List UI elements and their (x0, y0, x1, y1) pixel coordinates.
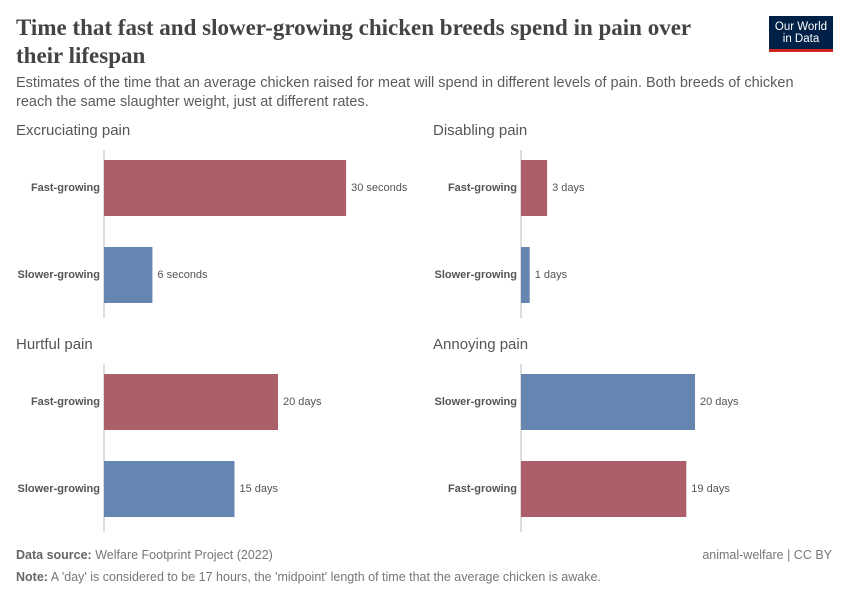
panel-title: Hurtful pain (16, 336, 93, 353)
bar (521, 247, 530, 303)
title: Time that fast and slower-growing chicke… (16, 15, 691, 68)
source-text: Welfare Footprint Project (2022) (95, 548, 273, 562)
note: Note: A 'day' is considered to be 17 hou… (16, 570, 601, 584)
value-label: 30 seconds (351, 182, 408, 194)
bar (104, 461, 235, 517)
bar (104, 374, 278, 430)
bar (104, 160, 347, 216)
value-label: 3 days (552, 182, 585, 194)
value-label: 6 seconds (157, 269, 208, 281)
category-label: Slower-growing (18, 269, 101, 281)
bar (521, 461, 687, 517)
category-label: Fast-growing (31, 396, 100, 408)
category-label: Slower-growing (435, 269, 518, 281)
category-label: Fast-growing (448, 182, 517, 194)
logo[interactable]: Our World in Data (769, 16, 833, 52)
panel-title: Disabling pain (433, 122, 527, 139)
value-label: 20 days (700, 396, 739, 408)
note-label: Note: (16, 570, 48, 584)
logo-line: Our World (774, 21, 828, 33)
category-label: Fast-growing (448, 483, 517, 495)
bar (521, 374, 695, 430)
value-label: 15 days (240, 483, 279, 495)
panel-title: Annoying pain (433, 336, 528, 353)
logo-line: in Data (782, 33, 820, 45)
source-label: Data source: (16, 548, 92, 562)
category-label: Slower-growing (435, 396, 518, 408)
category-label: Slower-growing (18, 483, 101, 495)
panel-title: Excruciating pain (16, 122, 130, 139)
note-text: A 'day' is considered to be 17 hours, th… (50, 570, 601, 584)
charts: Excruciating pain Fast-growing 30 seconds S… (16, 122, 739, 532)
value-label: 20 days (283, 396, 322, 408)
value-label: 19 days (691, 483, 730, 495)
source: Data source: Welfare Footprint Project (… (16, 548, 273, 562)
subtitle: Estimates of the time that an average ch… (16, 75, 794, 110)
value-label: 1 days (535, 269, 568, 281)
bar (104, 247, 153, 303)
category-label: Fast-growing (31, 182, 100, 194)
license[interactable]: animal-welfare | CC BY (702, 548, 832, 562)
bar (521, 160, 548, 216)
